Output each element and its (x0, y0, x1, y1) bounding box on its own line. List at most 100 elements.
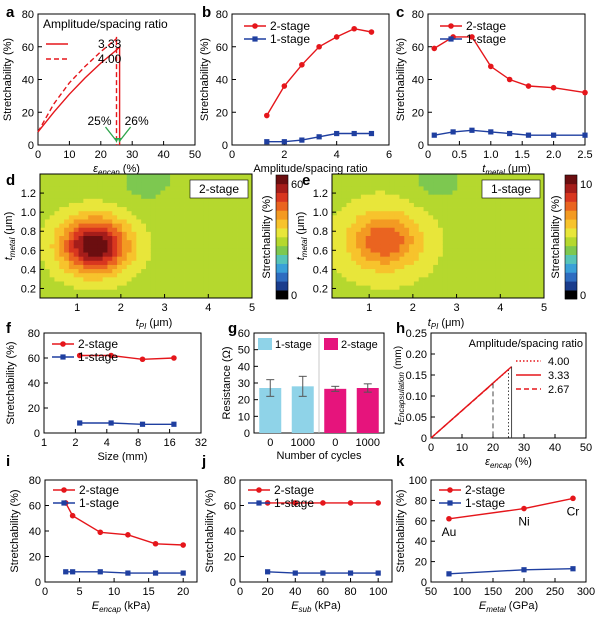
heatmap-cell-e (418, 293, 424, 299)
heatmap-cell-e (380, 182, 386, 187)
heatmap-cell-e (370, 178, 376, 183)
heatmap-cell-e (457, 269, 463, 274)
heatmap-cell-e (394, 211, 400, 216)
heatmap-cell-e (510, 223, 516, 229)
heatmap-cell-d (64, 248, 70, 253)
heatmap-cell-d (170, 207, 176, 212)
heatmap-cell-d (64, 186, 70, 191)
heatmap-cell-e (466, 174, 473, 179)
heatmap-cell-d (78, 194, 84, 200)
heatmap-cell-e (452, 186, 458, 191)
heatmap-cell-d (237, 174, 243, 179)
heatmap-cell-e (341, 178, 347, 183)
heatmap-cell-e (389, 281, 396, 286)
heatmap-cell-e (375, 219, 381, 224)
heatmap-cell-e (476, 215, 482, 220)
heatmap-cell-d (237, 289, 243, 295)
heatmap-cell-d (146, 178, 152, 183)
x-tick-label-k: 150 (484, 586, 502, 598)
heatmap-cell-e (457, 211, 463, 216)
heatmap-cell-e (515, 269, 521, 274)
heatmap-cell-e (466, 227, 473, 233)
heatmap-cell-d (49, 186, 55, 191)
heatmap-cell-e (394, 285, 400, 291)
heatmap-cell-e (418, 244, 424, 249)
heatmap-cell-d (73, 219, 79, 224)
heatmap-cell-e (438, 264, 444, 270)
heatmap-cell-e (500, 207, 506, 212)
bar-2-stage (324, 388, 347, 433)
heatmap-cell-d (78, 285, 84, 291)
x-tick-label-c: 2.5 (577, 149, 592, 161)
heatmap-cell-d (213, 244, 219, 249)
x-tick-label-j: 80 (344, 586, 356, 598)
heatmap-cell-d (189, 269, 195, 274)
heatmap-cell-e (486, 269, 492, 274)
colorbar-frame-e (564, 174, 578, 300)
heatmap-cell-e (404, 202, 410, 208)
heatmap-cell-e (428, 289, 434, 295)
heatmap-cell-d (141, 256, 147, 262)
heatmap-cell-e (404, 240, 410, 245)
heatmap-cell-d (165, 202, 171, 208)
panel-letter-a: a (6, 4, 15, 21)
heatmap-cell-e (428, 215, 434, 220)
heatmap-cell-d (194, 277, 200, 282)
heatmap-cell-e (539, 215, 545, 220)
heatmap-cell-e (346, 269, 352, 274)
heatmap-cell-d (179, 240, 185, 245)
heatmap-cell-d (54, 223, 60, 229)
heatmap-cell-e (438, 240, 444, 245)
heatmap-cell-e (519, 273, 526, 278)
heatmap-cell-e (515, 273, 521, 278)
heatmap-cell-e (510, 248, 516, 253)
heatmap-cell-e (486, 211, 492, 216)
heatmap-cell-e (515, 174, 521, 179)
heatmap-cell-d (227, 264, 234, 270)
colorbar-step-d (276, 192, 288, 202)
x-tick-label-k: 250 (546, 586, 564, 598)
heatmap-cell-d (174, 223, 181, 229)
heatmap-cell-e (380, 202, 386, 208)
heatmap-cell-e (385, 182, 391, 187)
heatmap-cell-e (495, 231, 502, 237)
heatmap-cell-d (121, 190, 128, 196)
heatmap-cell-e (389, 293, 396, 299)
heatmap-cell-d (64, 244, 70, 249)
heatmap-cell-e (346, 182, 352, 187)
heatmap-cell-e (399, 285, 405, 291)
heatmap-cell-d (102, 174, 108, 179)
heatmap-cell-e (447, 273, 453, 278)
heatmap-cell-d (242, 269, 248, 274)
heatmap-cell-e (385, 215, 391, 220)
heatmap-cell-d (194, 293, 200, 299)
heatmap-cell-d (64, 174, 70, 179)
heatmap-cell-e (491, 202, 497, 208)
heatmap-cell-e (539, 248, 545, 253)
heatmap-cell-e (423, 198, 429, 204)
heatmap-cell-d (112, 260, 118, 266)
heatmap-cell-e (375, 211, 381, 216)
heatmap-cell-d (160, 227, 166, 233)
heatmap-cell-e (394, 289, 400, 295)
heatmap-cell-e (486, 236, 492, 241)
heatmap-cell-d (165, 236, 171, 241)
heatmap-cell-e (418, 182, 424, 187)
heatmap-cell-e (491, 277, 497, 282)
heatmap-cell-e (394, 207, 400, 212)
heatmap-cell-e (385, 256, 391, 262)
heatmap-cell-d (121, 273, 128, 278)
heatmap-cell-e (495, 223, 502, 229)
data-point-f (76, 352, 83, 359)
heatmap-cell-e (428, 182, 434, 187)
heatmap-cell-d (107, 227, 113, 233)
heatmap-cell-d (194, 240, 200, 245)
heatmap-cell-e (481, 227, 487, 233)
heatmap-cell-d (247, 202, 253, 208)
heatmap-cell-d (102, 285, 108, 291)
heatmap-cell-e (457, 252, 463, 258)
heatmap-cell-e (491, 231, 497, 237)
heatmap-cell-d (170, 219, 176, 224)
heatmap-cell-d (54, 256, 60, 262)
heatmap-cell-e (404, 256, 410, 262)
